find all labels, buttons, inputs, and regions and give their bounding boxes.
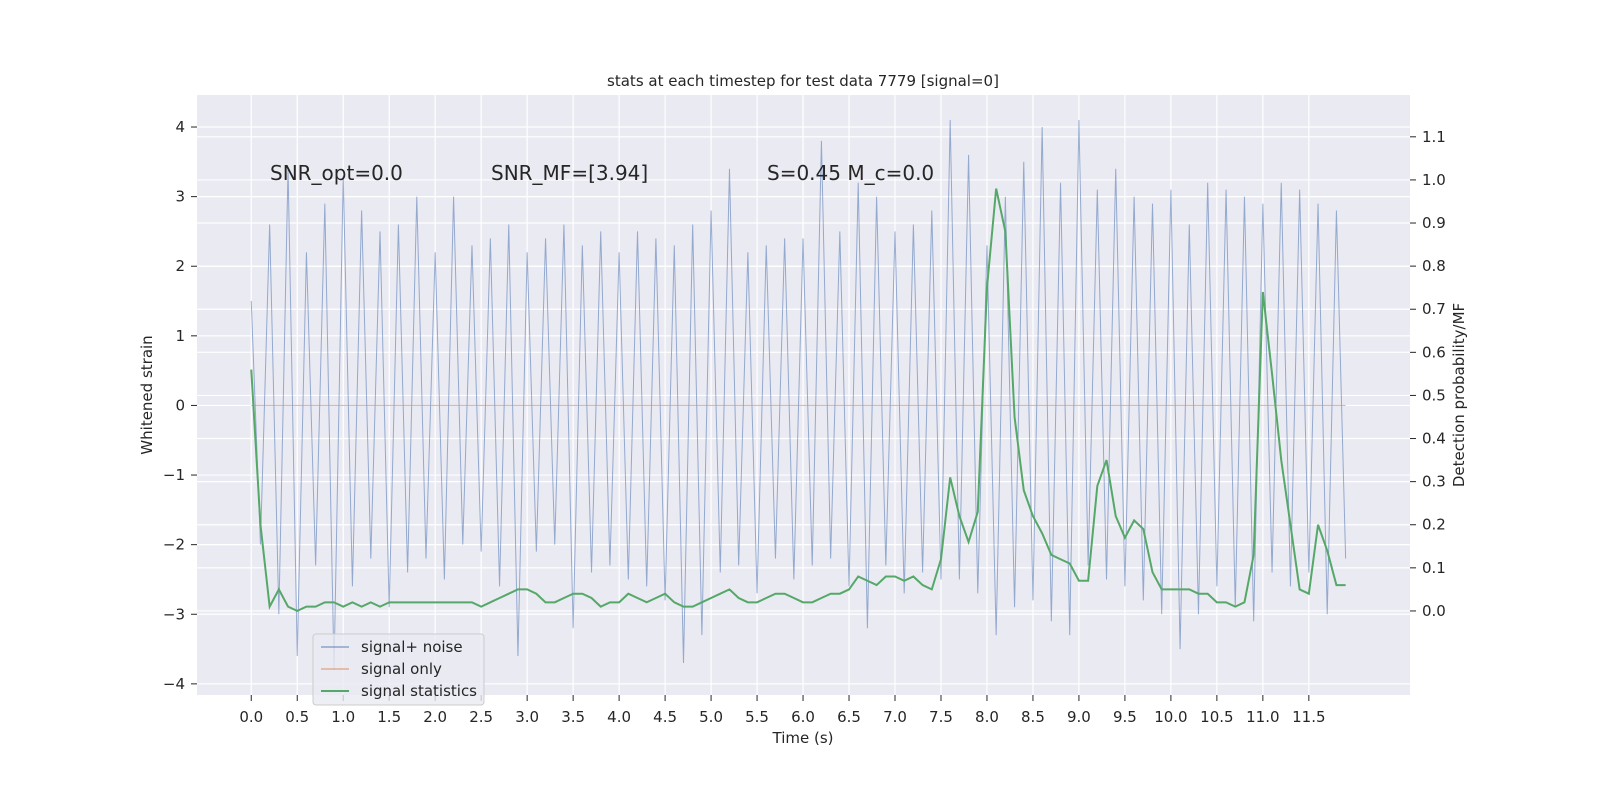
chart-title: stats at each timestep for test data 777…	[607, 72, 999, 90]
x-tick-label: 7.0	[883, 708, 907, 726]
series-line	[250, 188, 1346, 613]
x-tick-label: 6.5	[837, 708, 861, 726]
y2-tick-label: 0.4	[1422, 430, 1446, 448]
x-tick-label: 8.0	[975, 708, 999, 726]
x-tick-label: 2.5	[469, 708, 493, 726]
annotation: SNR_opt=0.0	[270, 161, 403, 185]
x-tick-label: 4.5	[653, 708, 677, 726]
annotation: S=0.45 M_c=0.0	[767, 161, 934, 185]
y2-tick-label: 0.7	[1422, 300, 1446, 318]
legend-label: signal only	[361, 660, 442, 678]
y2-axis-label: Detection probability/MF	[1450, 303, 1468, 487]
x-tick-label: 1.0	[331, 708, 355, 726]
y-tick-label: 1	[175, 327, 185, 345]
y-tick-label: −1	[163, 466, 185, 484]
x-tick-label: 11.0	[1246, 708, 1279, 726]
x-tick-label: 3.0	[515, 708, 539, 726]
y2-tick-label: 0.1	[1422, 559, 1446, 577]
y2-tick-label: 0.9	[1422, 214, 1446, 232]
y-tick-label: 2	[175, 257, 185, 275]
x-tick-label: 9.5	[1113, 708, 1137, 726]
x-tick-label: 0.5	[285, 708, 309, 726]
legend-label: signal statistics	[361, 682, 477, 700]
y2-tick-label: 1.1	[1422, 128, 1446, 146]
x-tick-label: 11.5	[1292, 708, 1325, 726]
x-tick-label: 5.0	[699, 708, 723, 726]
y-tick-label: 4	[175, 118, 185, 136]
series-line	[250, 120, 1347, 670]
x-tick-label: 7.5	[929, 708, 953, 726]
x-tick-label: 2.0	[423, 708, 447, 726]
y-axis-label: Whitened strain	[138, 335, 156, 454]
x-axis-label: Time (s)	[772, 729, 834, 747]
x-tick-label: 10.5	[1200, 708, 1233, 726]
legend-label: signal+ noise	[361, 638, 463, 656]
x-tick-label: 1.5	[377, 708, 401, 726]
y2-tick-label: 0.8	[1422, 257, 1446, 275]
legend: signal+ noise signal only signal statistic…	[312, 633, 485, 706]
x-tick-label: 4.0	[607, 708, 631, 726]
y2-tick-label: 0.3	[1422, 473, 1446, 491]
annotation: SNR_MF=[3.94]	[491, 161, 648, 185]
x-tick-label: 0.0	[239, 708, 263, 726]
y2-tick-label: 0.6	[1422, 343, 1446, 361]
y-tick-label: −2	[163, 536, 185, 554]
x-tick-label: 9.0	[1067, 708, 1091, 726]
x-tick-label: 10.0	[1154, 708, 1187, 726]
x-tick-label: 3.5	[561, 708, 585, 726]
y2-tick-label: 1.0	[1422, 171, 1446, 189]
y2-tick-label: 0.2	[1422, 516, 1446, 534]
y2-tick-label: 0.5	[1422, 386, 1446, 404]
y-tick-label: −4	[163, 675, 185, 693]
x-tick-label: 8.5	[1021, 708, 1045, 726]
y2-tick-label: 0.0	[1422, 602, 1446, 620]
y-tick-label: −3	[163, 605, 185, 623]
x-tick-label: 5.5	[745, 708, 769, 726]
legend-box	[312, 633, 485, 706]
y-tick-label: 0	[175, 396, 185, 414]
y-tick-label: 3	[175, 188, 185, 206]
x-tick-label: 6.0	[791, 708, 815, 726]
